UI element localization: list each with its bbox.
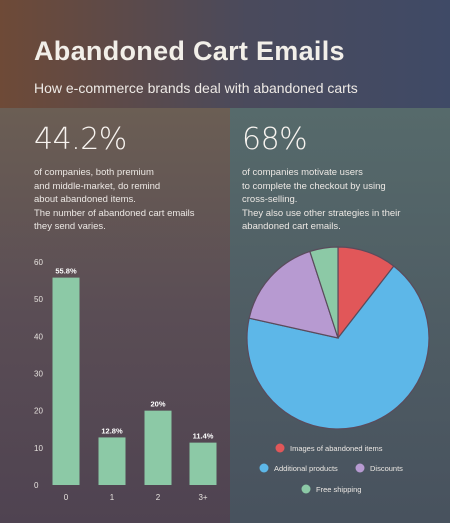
y-tick-label: 40 xyxy=(34,332,43,341)
crosssell-description: of companies motivate users to complete … xyxy=(242,166,400,234)
bar xyxy=(98,437,126,485)
bar-value-label: 20% xyxy=(150,400,165,409)
x-tick-label: 3+ xyxy=(198,493,207,502)
reminder-line: of companies, both premium xyxy=(34,167,154,178)
legend-label: Free shipping xyxy=(316,485,361,494)
y-tick-label: 0 xyxy=(34,481,39,490)
legend-label: Additional products xyxy=(274,464,338,473)
legend-label: Images of abandoned items xyxy=(290,444,383,453)
reminder-line: and middle-market, do remind xyxy=(34,180,161,192)
reminder-line: The number of abandoned cart emails xyxy=(34,207,195,219)
reminder-line: they send varies. xyxy=(34,221,106,232)
bar xyxy=(52,277,80,485)
x-tick-label: 1 xyxy=(110,493,115,502)
crosssell-line: They also use other strategies in their xyxy=(242,207,401,219)
crosssell-stat: 68% xyxy=(242,122,308,157)
x-tick-label: 0 xyxy=(64,493,69,502)
bar-value-label: 12.8% xyxy=(101,426,123,435)
reminder-line: about abandoned items. xyxy=(34,194,136,205)
reminder-description: of companies, both premium and middle-ma… xyxy=(34,166,195,234)
crosssell-line: of companies motivate users xyxy=(242,167,363,178)
bar xyxy=(144,410,172,485)
pie-slice xyxy=(309,246,339,339)
legend-swatch xyxy=(301,484,311,494)
crosssell-line: abandoned cart emails. xyxy=(242,221,341,232)
y-tick-label: 20 xyxy=(34,407,43,416)
legend-swatch xyxy=(355,463,365,473)
page-title: Abandoned Cart Emails xyxy=(34,36,345,66)
y-tick-label: 50 xyxy=(34,295,43,304)
legend-swatch xyxy=(275,443,285,453)
crosssell-line: to complete the checkout by using xyxy=(242,180,386,192)
bar-value-label: 11.4% xyxy=(193,432,214,441)
bar xyxy=(189,442,217,485)
bar-value-label: 55.8% xyxy=(55,267,77,276)
header-banner: Abandoned Cart Emails How e-commerce bra… xyxy=(0,0,450,108)
crosssell-line: cross-selling. xyxy=(242,194,298,205)
legend-swatch xyxy=(259,463,269,473)
x-tick-label: 2 xyxy=(156,493,161,502)
reminder-stat: 44.2% xyxy=(34,122,127,157)
pie-slice xyxy=(246,265,430,430)
pie-slice xyxy=(248,250,339,339)
legend-label: Discounts xyxy=(370,464,403,473)
y-tick-label: 60 xyxy=(34,258,43,267)
y-tick-label: 30 xyxy=(34,370,43,379)
page-subtitle: How e-commerce brands deal with abandone… xyxy=(34,80,358,96)
y-tick-label: 10 xyxy=(34,444,43,453)
